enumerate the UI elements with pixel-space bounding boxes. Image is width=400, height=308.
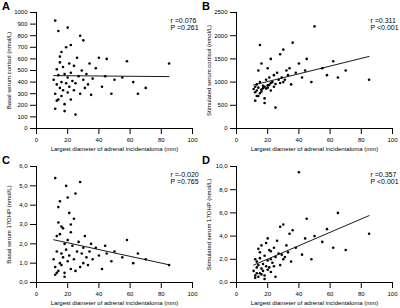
svg-text:8,0: 8,0	[219, 187, 228, 193]
svg-text:2,0: 2,0	[19, 241, 28, 247]
svg-text:80: 80	[358, 291, 365, 297]
svg-text:0: 0	[235, 291, 239, 297]
svg-text:100: 100	[17, 114, 28, 120]
svg-text:200: 200	[17, 102, 28, 108]
svg-text:Largest diameter of adrenal in: Largest diameter of adrenal incidentalom…	[51, 300, 179, 306]
svg-text:r =-0.020P =0.765: r =-0.020P =0.765	[171, 171, 199, 185]
svg-text:100: 100	[387, 137, 398, 143]
svg-text:10,0: 10,0	[216, 163, 228, 169]
svg-text:20: 20	[64, 291, 71, 297]
svg-text:1,0: 1,0	[19, 260, 28, 266]
svg-text:100: 100	[387, 291, 398, 297]
svg-text:40: 40	[296, 137, 303, 143]
svg-text:60: 60	[127, 291, 134, 297]
svg-text:Basal serum 17OHP (nmol/L): Basal serum 17OHP (nmol/L)	[6, 185, 12, 263]
svg-text:Basal serum cortisol (nmol/L): Basal serum cortisol (nmol/L)	[6, 32, 12, 110]
svg-text:4,0: 4,0	[219, 233, 228, 239]
svg-text:1000: 1000	[214, 79, 228, 85]
svg-text:100: 100	[187, 291, 198, 297]
html-text:D: D	[202, 154, 210, 166]
svg-text:80: 80	[358, 137, 365, 143]
svg-text:6,0: 6,0	[19, 163, 28, 169]
svg-text:20: 20	[264, 137, 271, 143]
svg-text:0,0: 0,0	[19, 279, 28, 285]
svg-text:900: 900	[17, 21, 28, 27]
svg-text:60: 60	[327, 291, 334, 297]
svg-text:800: 800	[17, 33, 28, 39]
svg-text:80: 80	[158, 137, 165, 143]
svg-text:400: 400	[17, 79, 28, 85]
svg-text:500: 500	[217, 102, 228, 108]
svg-text:80: 80	[158, 291, 165, 297]
svg-text:300: 300	[17, 91, 28, 97]
svg-text:Largest diameter of adrenal in: Largest diameter of adrenal incidentalom…	[251, 300, 379, 306]
svg-text:2000: 2000	[214, 33, 228, 39]
svg-text:2500: 2500	[214, 9, 228, 15]
svg-text:600: 600	[17, 56, 28, 62]
svg-text:0: 0	[24, 125, 28, 131]
svg-text:20: 20	[264, 291, 271, 297]
svg-text:Largest diameter of adrenal in: Largest diameter of adrenal incidentalom…	[251, 146, 379, 152]
svg-text:60: 60	[127, 137, 134, 143]
html-text:B: B	[202, 0, 210, 12]
svg-text:r =0.357P <0.001: r =0.357P <0.001	[371, 171, 399, 185]
svg-text:40: 40	[96, 137, 103, 143]
svg-text:20: 20	[64, 137, 71, 143]
svg-text:2,0: 2,0	[219, 256, 228, 262]
svg-text:3,0: 3,0	[19, 221, 28, 227]
svg-text:1000: 1000	[14, 9, 28, 15]
svg-text:0: 0	[224, 125, 228, 131]
svg-text:500: 500	[17, 67, 28, 73]
svg-text:Stimulated serum cortisol (nmo: Stimulated serum cortisol (nmol/L)	[206, 25, 212, 116]
svg-text:5,0: 5,0	[19, 183, 28, 189]
svg-text:700: 700	[17, 44, 28, 50]
svg-text:40: 40	[96, 291, 103, 297]
svg-text:6,0: 6,0	[219, 210, 228, 216]
svg-text:0: 0	[35, 137, 39, 143]
svg-text:r =0.076P =0.261: r =0.076P =0.261	[171, 17, 199, 31]
svg-text:1500: 1500	[214, 56, 228, 62]
html-text:C: C	[2, 154, 10, 166]
svg-text:0: 0	[235, 137, 239, 143]
svg-text:4,0: 4,0	[19, 202, 28, 208]
svg-text:Largest diameter of adrenal in: Largest diameter of adrenal incidentalom…	[51, 146, 179, 152]
svg-text:100: 100	[187, 137, 198, 143]
svg-text:Stimulated serum 17OHP (nmol/L: Stimulated serum 17OHP (nmol/L)	[206, 179, 212, 271]
svg-text:0,0: 0,0	[219, 279, 228, 285]
html-text:A: A	[2, 0, 10, 12]
svg-text:60: 60	[327, 137, 334, 143]
svg-text:0: 0	[35, 291, 39, 297]
svg-text:40: 40	[296, 291, 303, 297]
svg-text:r =0.311P <0.001: r =0.311P <0.001	[371, 17, 399, 31]
